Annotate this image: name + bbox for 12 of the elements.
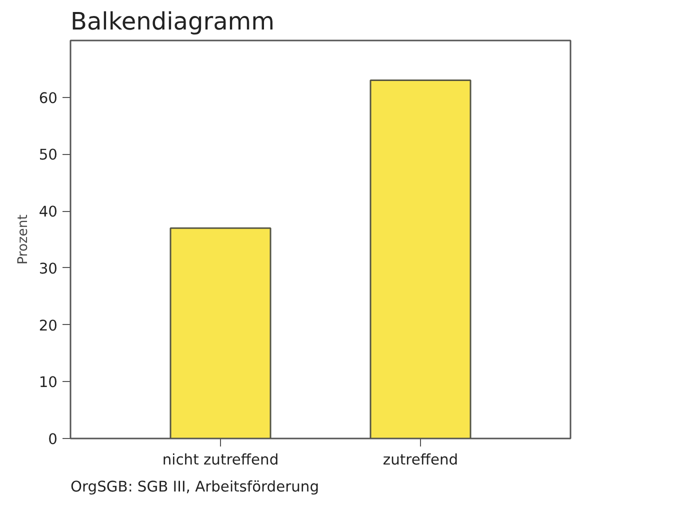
y-tick-label: 20: [38, 317, 58, 334]
y-tick-label: 0: [48, 431, 58, 448]
y-tick-label: 30: [38, 260, 58, 278]
x-tick-label: nicht zutreffend: [162, 452, 279, 468]
y-tick-label: 50: [38, 146, 58, 164]
x-tick-label: zutreffend: [382, 452, 458, 468]
y-axis-title: Prozent: [16, 214, 31, 265]
y-tick-label: 10: [38, 374, 58, 392]
y-tick-label: 60: [38, 90, 58, 107]
text: OrgSGB: SGB III, Arbeitsförderung: [70, 478, 320, 496]
chart-title: Balkendiagramm: [70, 8, 275, 36]
y-tick-label: 40: [38, 204, 58, 221]
